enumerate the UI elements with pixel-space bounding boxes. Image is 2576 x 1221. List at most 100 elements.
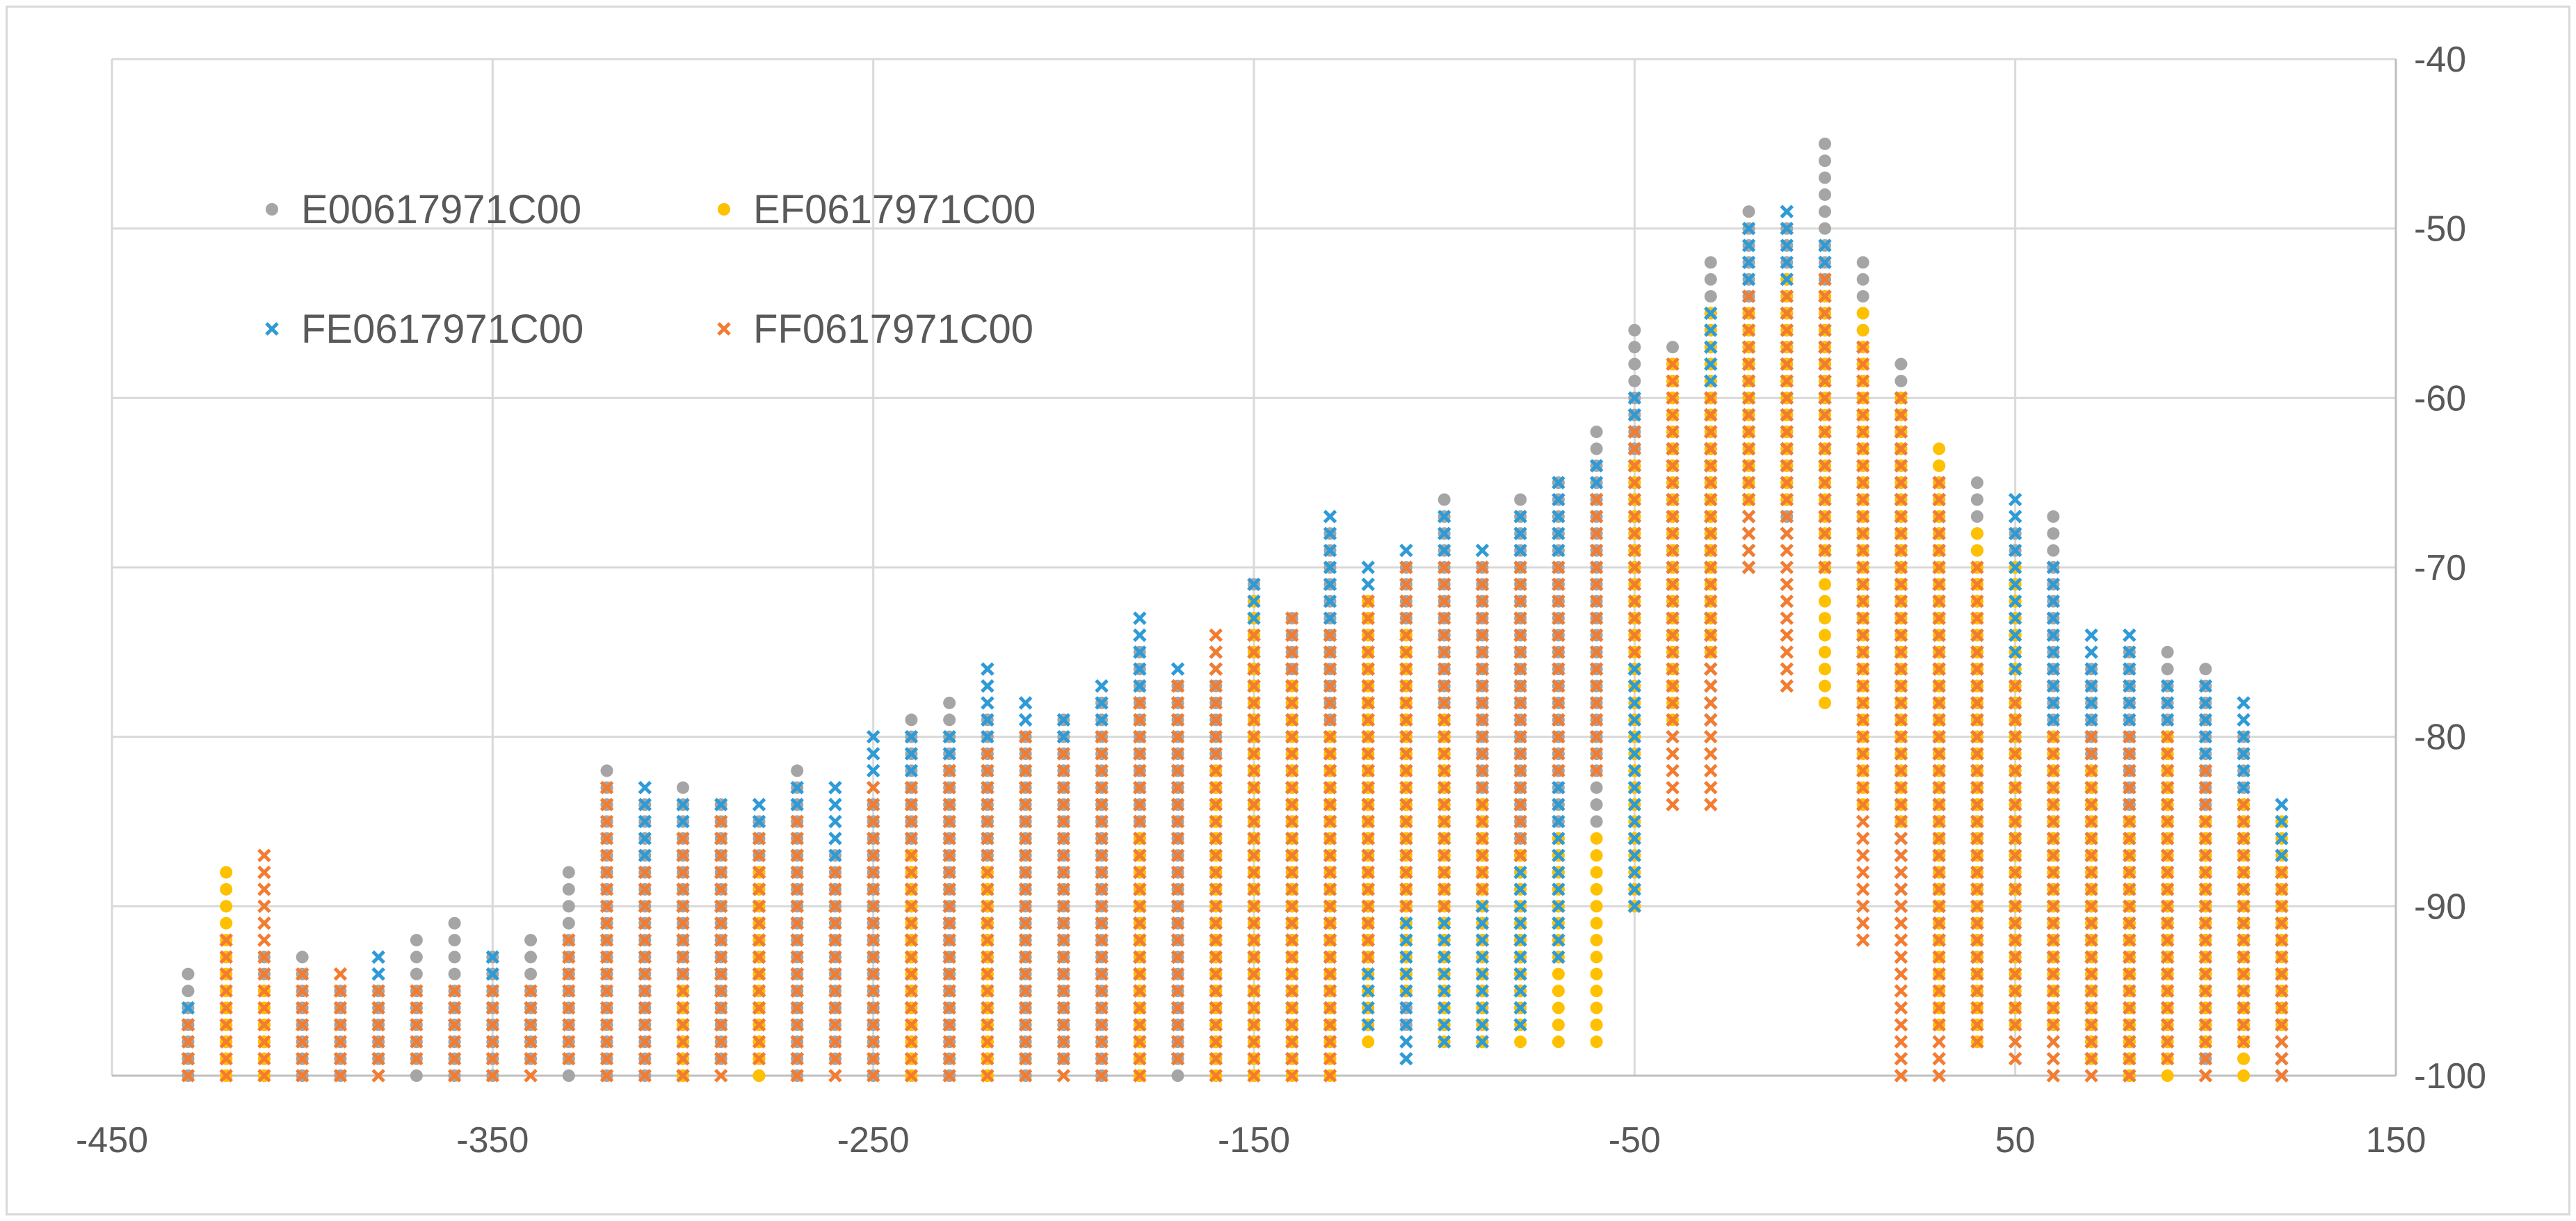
data-point	[2161, 645, 2174, 658]
data-point	[1666, 357, 1680, 371]
data-point	[1285, 832, 1299, 846]
data-point	[2008, 798, 2022, 811]
data-point	[1818, 510, 1832, 524]
data-point	[2008, 577, 2022, 592]
data-point	[2237, 814, 2251, 829]
data-point	[828, 1051, 842, 1066]
data-point	[1018, 848, 1033, 863]
data-point	[2046, 594, 2061, 608]
data-point	[1932, 798, 1946, 811]
data-point	[2046, 882, 2061, 896]
data-point	[2237, 696, 2251, 710]
data-point	[2123, 832, 2136, 846]
data-point	[1323, 594, 1337, 608]
data-point	[2008, 696, 2022, 710]
data-point	[1819, 188, 1831, 201]
data-point	[1475, 780, 1490, 795]
data-point	[1855, 594, 1870, 608]
data-point	[790, 1001, 804, 1015]
data-point	[1399, 577, 1413, 592]
data-point	[1247, 984, 1261, 998]
data-point	[2084, 662, 2098, 676]
data-point	[1095, 832, 1109, 846]
data-point	[181, 1001, 195, 1015]
data-point	[790, 933, 804, 947]
data-point	[1932, 1069, 1946, 1083]
data-point	[676, 984, 690, 998]
data-point	[981, 763, 995, 778]
data-point	[2237, 984, 2251, 998]
data-point	[1819, 645, 1831, 658]
data-point	[599, 1069, 614, 1083]
data-point	[1133, 1018, 1147, 1032]
data-point	[1818, 560, 1832, 574]
data-point	[1894, 526, 1908, 541]
data-point	[1855, 577, 1870, 592]
data-point	[904, 798, 919, 811]
data-point	[866, 729, 880, 744]
data-point	[524, 934, 538, 947]
data-point	[2198, 832, 2213, 846]
data-point	[714, 899, 728, 914]
data-point	[1894, 696, 1908, 710]
data-point	[1932, 865, 1946, 880]
data-point	[2084, 1051, 2098, 1066]
data-point	[1399, 916, 1413, 930]
data-point	[1133, 747, 1147, 761]
data-point	[1170, 899, 1185, 914]
data-point	[1513, 780, 1527, 795]
data-point	[1323, 1035, 1337, 1049]
data-point	[904, 832, 919, 846]
data-point	[1056, 1001, 1071, 1015]
data-point	[1209, 950, 1223, 964]
data-point	[1552, 985, 1565, 998]
data-point	[1361, 645, 1375, 659]
data-point	[1855, 662, 1870, 676]
data-point	[1819, 171, 1831, 184]
data-point	[1475, 899, 1490, 914]
data-point	[1285, 1069, 1299, 1083]
data-point	[1589, 645, 1604, 659]
data-point	[220, 866, 233, 879]
data-point	[1475, 645, 1490, 659]
data-point	[1932, 1035, 1946, 1049]
legend-marker	[266, 203, 278, 216]
data-point	[1361, 984, 1375, 998]
data-point	[2123, 679, 2136, 693]
data-point	[1589, 713, 1604, 727]
y-tick-label: -100	[2414, 1056, 2486, 1097]
data-point	[1513, 577, 1527, 592]
data-point	[1056, 1018, 1071, 1032]
data-point	[1932, 476, 1946, 490]
data-point	[904, 899, 919, 914]
data-point	[1932, 594, 1946, 608]
data-point	[866, 798, 880, 811]
data-point	[1285, 865, 1299, 880]
data-point	[2123, 662, 2136, 676]
data-point	[1513, 1018, 1527, 1032]
data-point	[1894, 425, 1908, 439]
data-point	[714, 814, 728, 829]
data-point	[2160, 1001, 2175, 1015]
data-point	[2046, 950, 2061, 964]
data-point	[1361, 865, 1375, 880]
data-point	[1704, 780, 1718, 795]
data-point	[1513, 510, 1527, 524]
data-point	[2008, 713, 2022, 727]
data-point	[1666, 459, 1680, 473]
data-point	[1437, 780, 1451, 795]
data-point	[1399, 594, 1413, 608]
data-point	[599, 899, 614, 914]
data-point	[638, 882, 652, 896]
data-point	[562, 1035, 576, 1049]
data-point	[2084, 933, 2098, 947]
data-point	[638, 798, 652, 811]
data-point	[1209, 1001, 1223, 1015]
data-point	[2084, 1035, 2098, 1049]
data-point	[1018, 916, 1033, 930]
data-point	[1285, 814, 1299, 829]
data-point	[562, 933, 576, 947]
data-point	[2084, 713, 2098, 727]
data-point	[638, 780, 652, 795]
data-point	[1170, 916, 1185, 930]
